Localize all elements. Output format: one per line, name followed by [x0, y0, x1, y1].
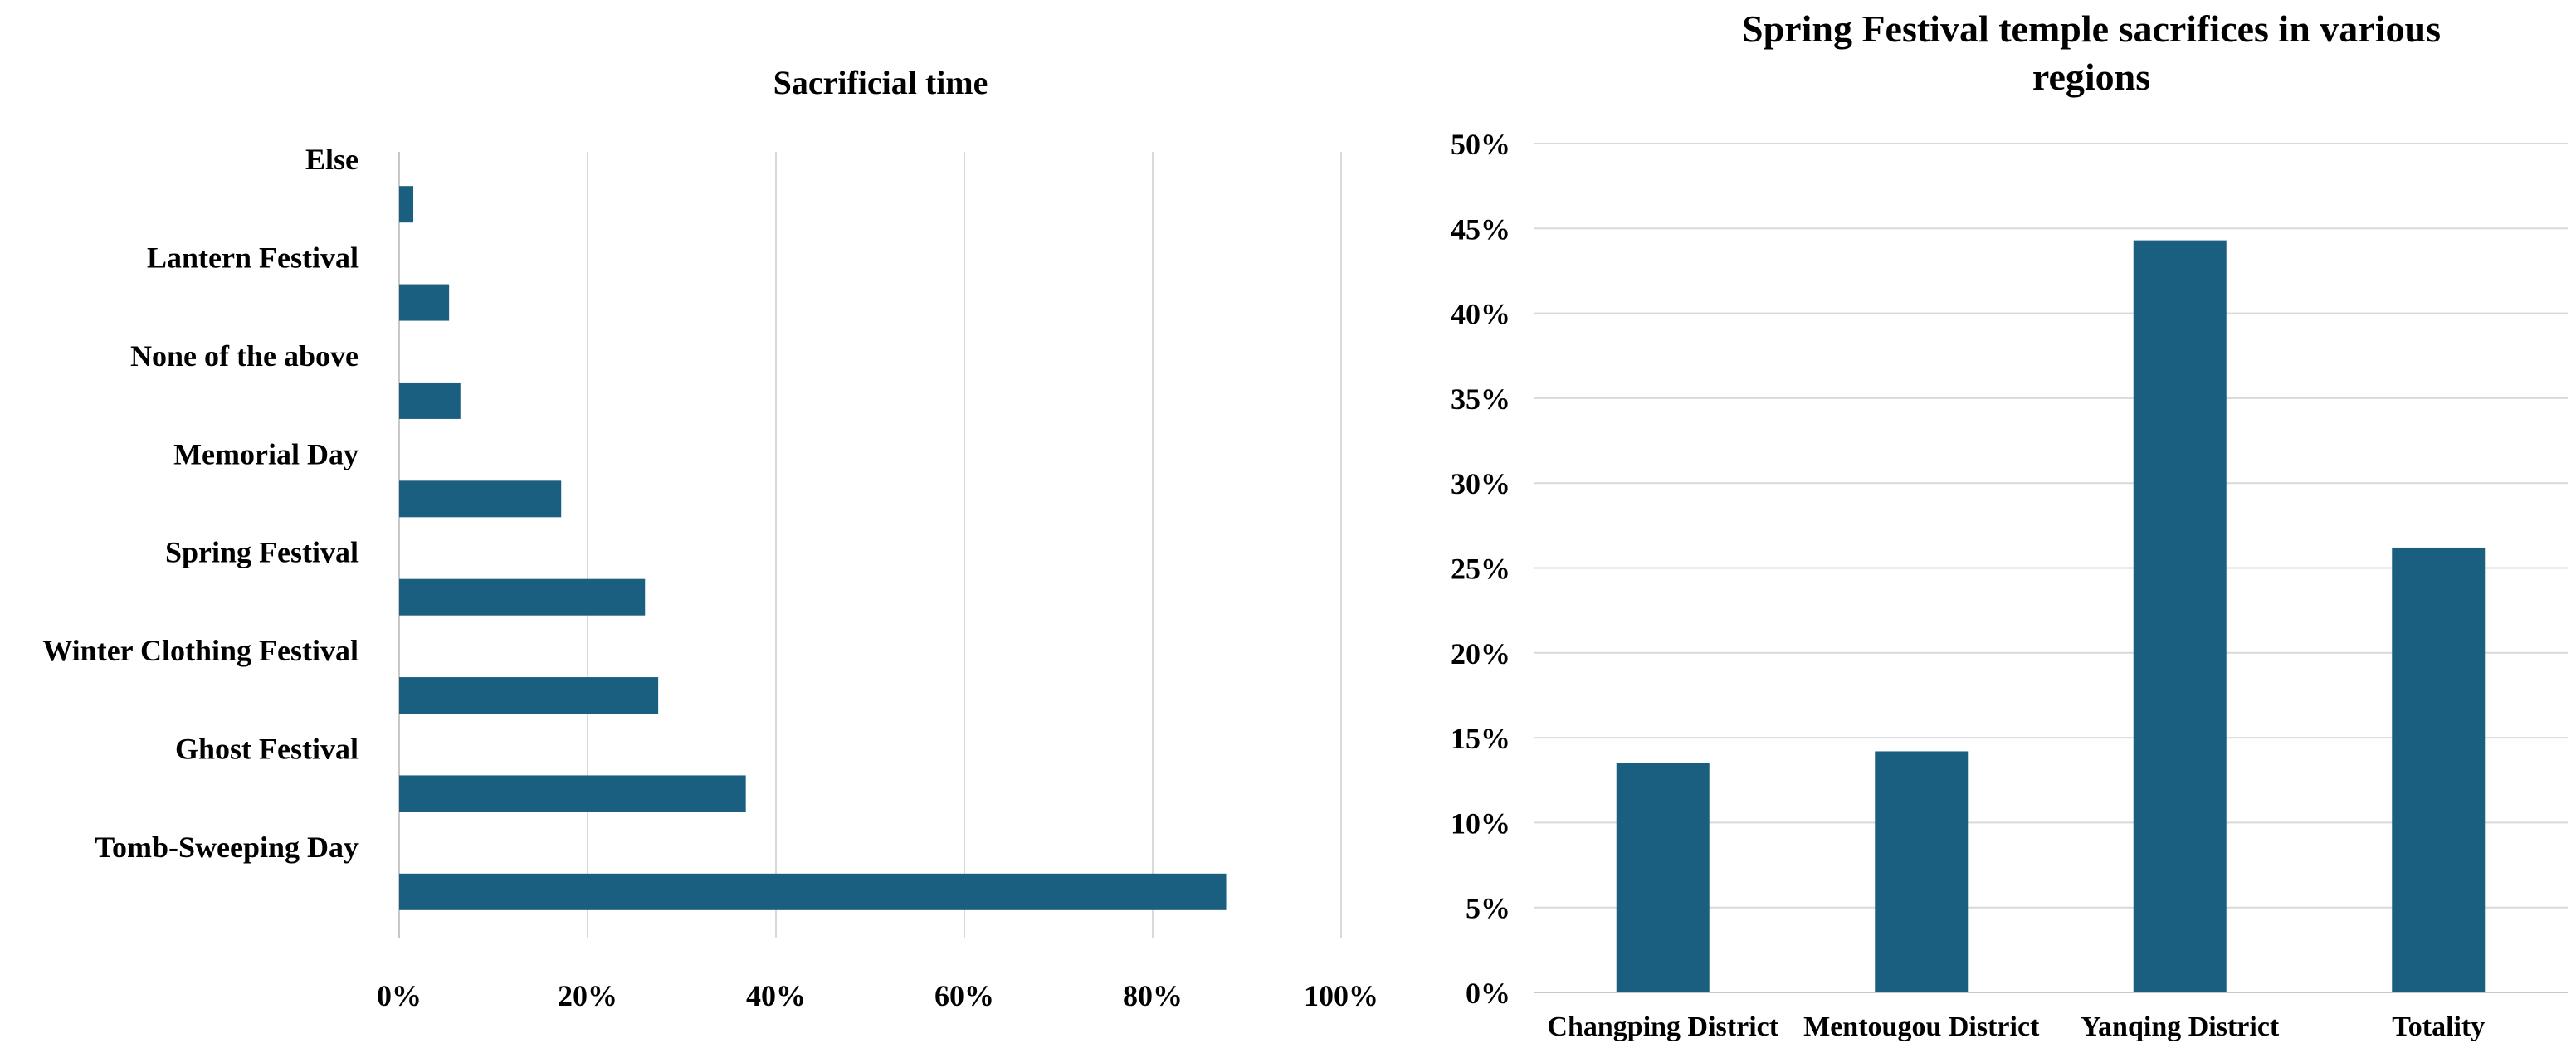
right-tick-label: 30%	[1451, 467, 1510, 500]
bar-memorial-day	[399, 480, 562, 518]
left-bars	[399, 186, 1227, 910]
bar-ghost-festival	[399, 775, 746, 812]
category-label-lantern-festival: Lantern Festival	[147, 241, 359, 275]
right-bars	[1616, 240, 2486, 992]
right-tick-label: 50%	[1451, 128, 1510, 161]
right-chart-title: Spring Festival temple sacrifices in var…	[1742, 7, 2441, 98]
category-label-winter-clothing-festival: Winter Clothing Festival	[42, 634, 359, 667]
left-tick-label: 80%	[1123, 979, 1183, 1012]
bar-changping-district	[1616, 763, 1710, 992]
bar-winter-clothing-festival	[399, 677, 659, 714]
category-label-tomb-sweeping-day: Tomb-Sweeping Day	[95, 831, 359, 864]
spring-festival-regions-chart: Spring Festival temple sacrifices in var…	[1451, 7, 2568, 1042]
category-label-totality: Totality	[2392, 1011, 2485, 1042]
left-tick-label: 60%	[934, 979, 994, 1012]
left-tick-label: 20%	[558, 979, 617, 1012]
left-category-labels: Else Lantern Festival None of the above Mem…	[42, 143, 359, 864]
right-tick-label: 20%	[1451, 637, 1510, 670]
right-category-labels: Changping District Mentougou District Yanq…	[1547, 1011, 2485, 1042]
left-tick-labels: 0% 20% 40% 60% 80% 100%	[377, 979, 1378, 1012]
right-tick-labels: 0% 5% 10% 15% 20% 25% 30% 35% 40% 45% 50%	[1451, 128, 1510, 1010]
category-label-memorial-day: Memorial Day	[173, 437, 359, 470]
bar-yanqing-district	[2133, 240, 2227, 992]
bar-mentougou-district	[1875, 751, 1969, 992]
bar-none-of-the-above	[399, 382, 461, 419]
category-label-changping-district: Changping District	[1547, 1011, 1778, 1042]
bar-else	[399, 186, 414, 223]
right-tick-label: 0%	[1466, 977, 1510, 1010]
left-tick-label: 40%	[746, 979, 806, 1012]
category-label-ghost-festival: Ghost Festival	[175, 732, 359, 765]
category-label-spring-festival: Spring Festival	[165, 536, 359, 569]
right-tick-label: 40%	[1451, 298, 1510, 331]
right-tick-label: 25%	[1451, 553, 1510, 586]
left-tick-label: 0%	[377, 979, 422, 1012]
category-label-mentougou-district: Mentougou District	[1803, 1011, 2040, 1042]
right-tick-label: 5%	[1466, 892, 1510, 925]
category-label-else: Else	[305, 143, 359, 176]
right-tick-label: 45%	[1451, 212, 1510, 246]
bar-lantern-festival	[399, 284, 450, 321]
category-label-none-of-the-above: None of the above	[130, 339, 359, 373]
bar-tomb-sweeping-day	[399, 873, 1227, 910]
bar-totality	[2392, 547, 2486, 992]
left-gridlines	[398, 152, 1342, 938]
right-tick-label: 10%	[1451, 807, 1510, 840]
left-tick-label: 100%	[1304, 979, 1378, 1012]
bar-spring-festival	[399, 578, 646, 616]
sacrificial-time-chart: Sacrificial time Else Lantern Festival Non…	[42, 64, 1378, 1012]
category-label-yanqing-district: Yanqing District	[2081, 1011, 2280, 1042]
right-tick-label: 35%	[1451, 383, 1510, 416]
left-chart-title: Sacrificial time	[773, 64, 988, 101]
right-tick-label: 15%	[1451, 722, 1510, 755]
